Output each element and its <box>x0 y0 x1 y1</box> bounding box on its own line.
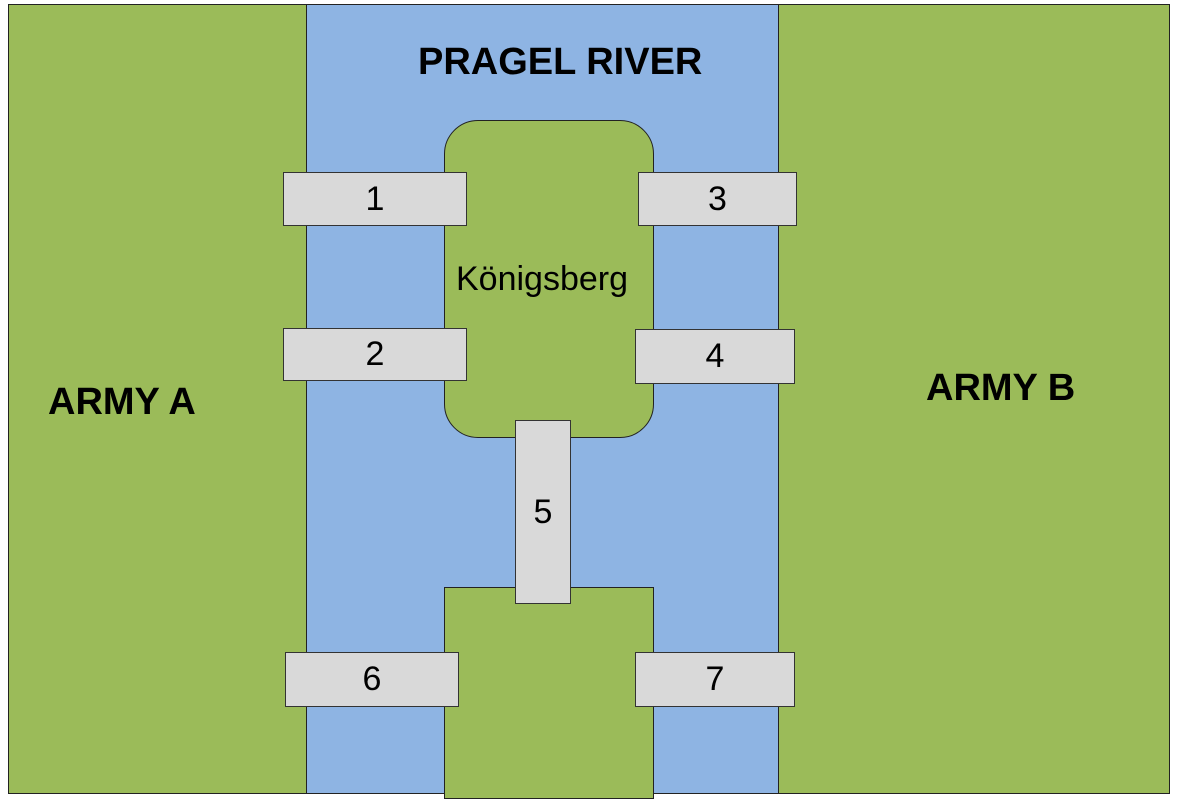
east-bank <box>778 4 1170 794</box>
bridge-7: 7 <box>635 652 795 707</box>
bridge-5: 5 <box>515 420 571 604</box>
west-bank <box>8 4 308 794</box>
bridge-4: 4 <box>635 329 795 384</box>
bridge-2: 2 <box>283 328 467 381</box>
army-a-label: ARMY A <box>48 381 196 423</box>
bridge-3: 3 <box>638 172 797 226</box>
river-label: PRAGEL RIVER <box>418 41 703 83</box>
bridge-6: 6 <box>285 652 459 707</box>
bridge-1: 1 <box>283 172 467 226</box>
konigsberg-island <box>444 120 654 438</box>
south-land <box>444 587 654 799</box>
army-b-label: ARMY B <box>926 367 1076 409</box>
konigsberg-label: Königsberg <box>456 260 629 298</box>
